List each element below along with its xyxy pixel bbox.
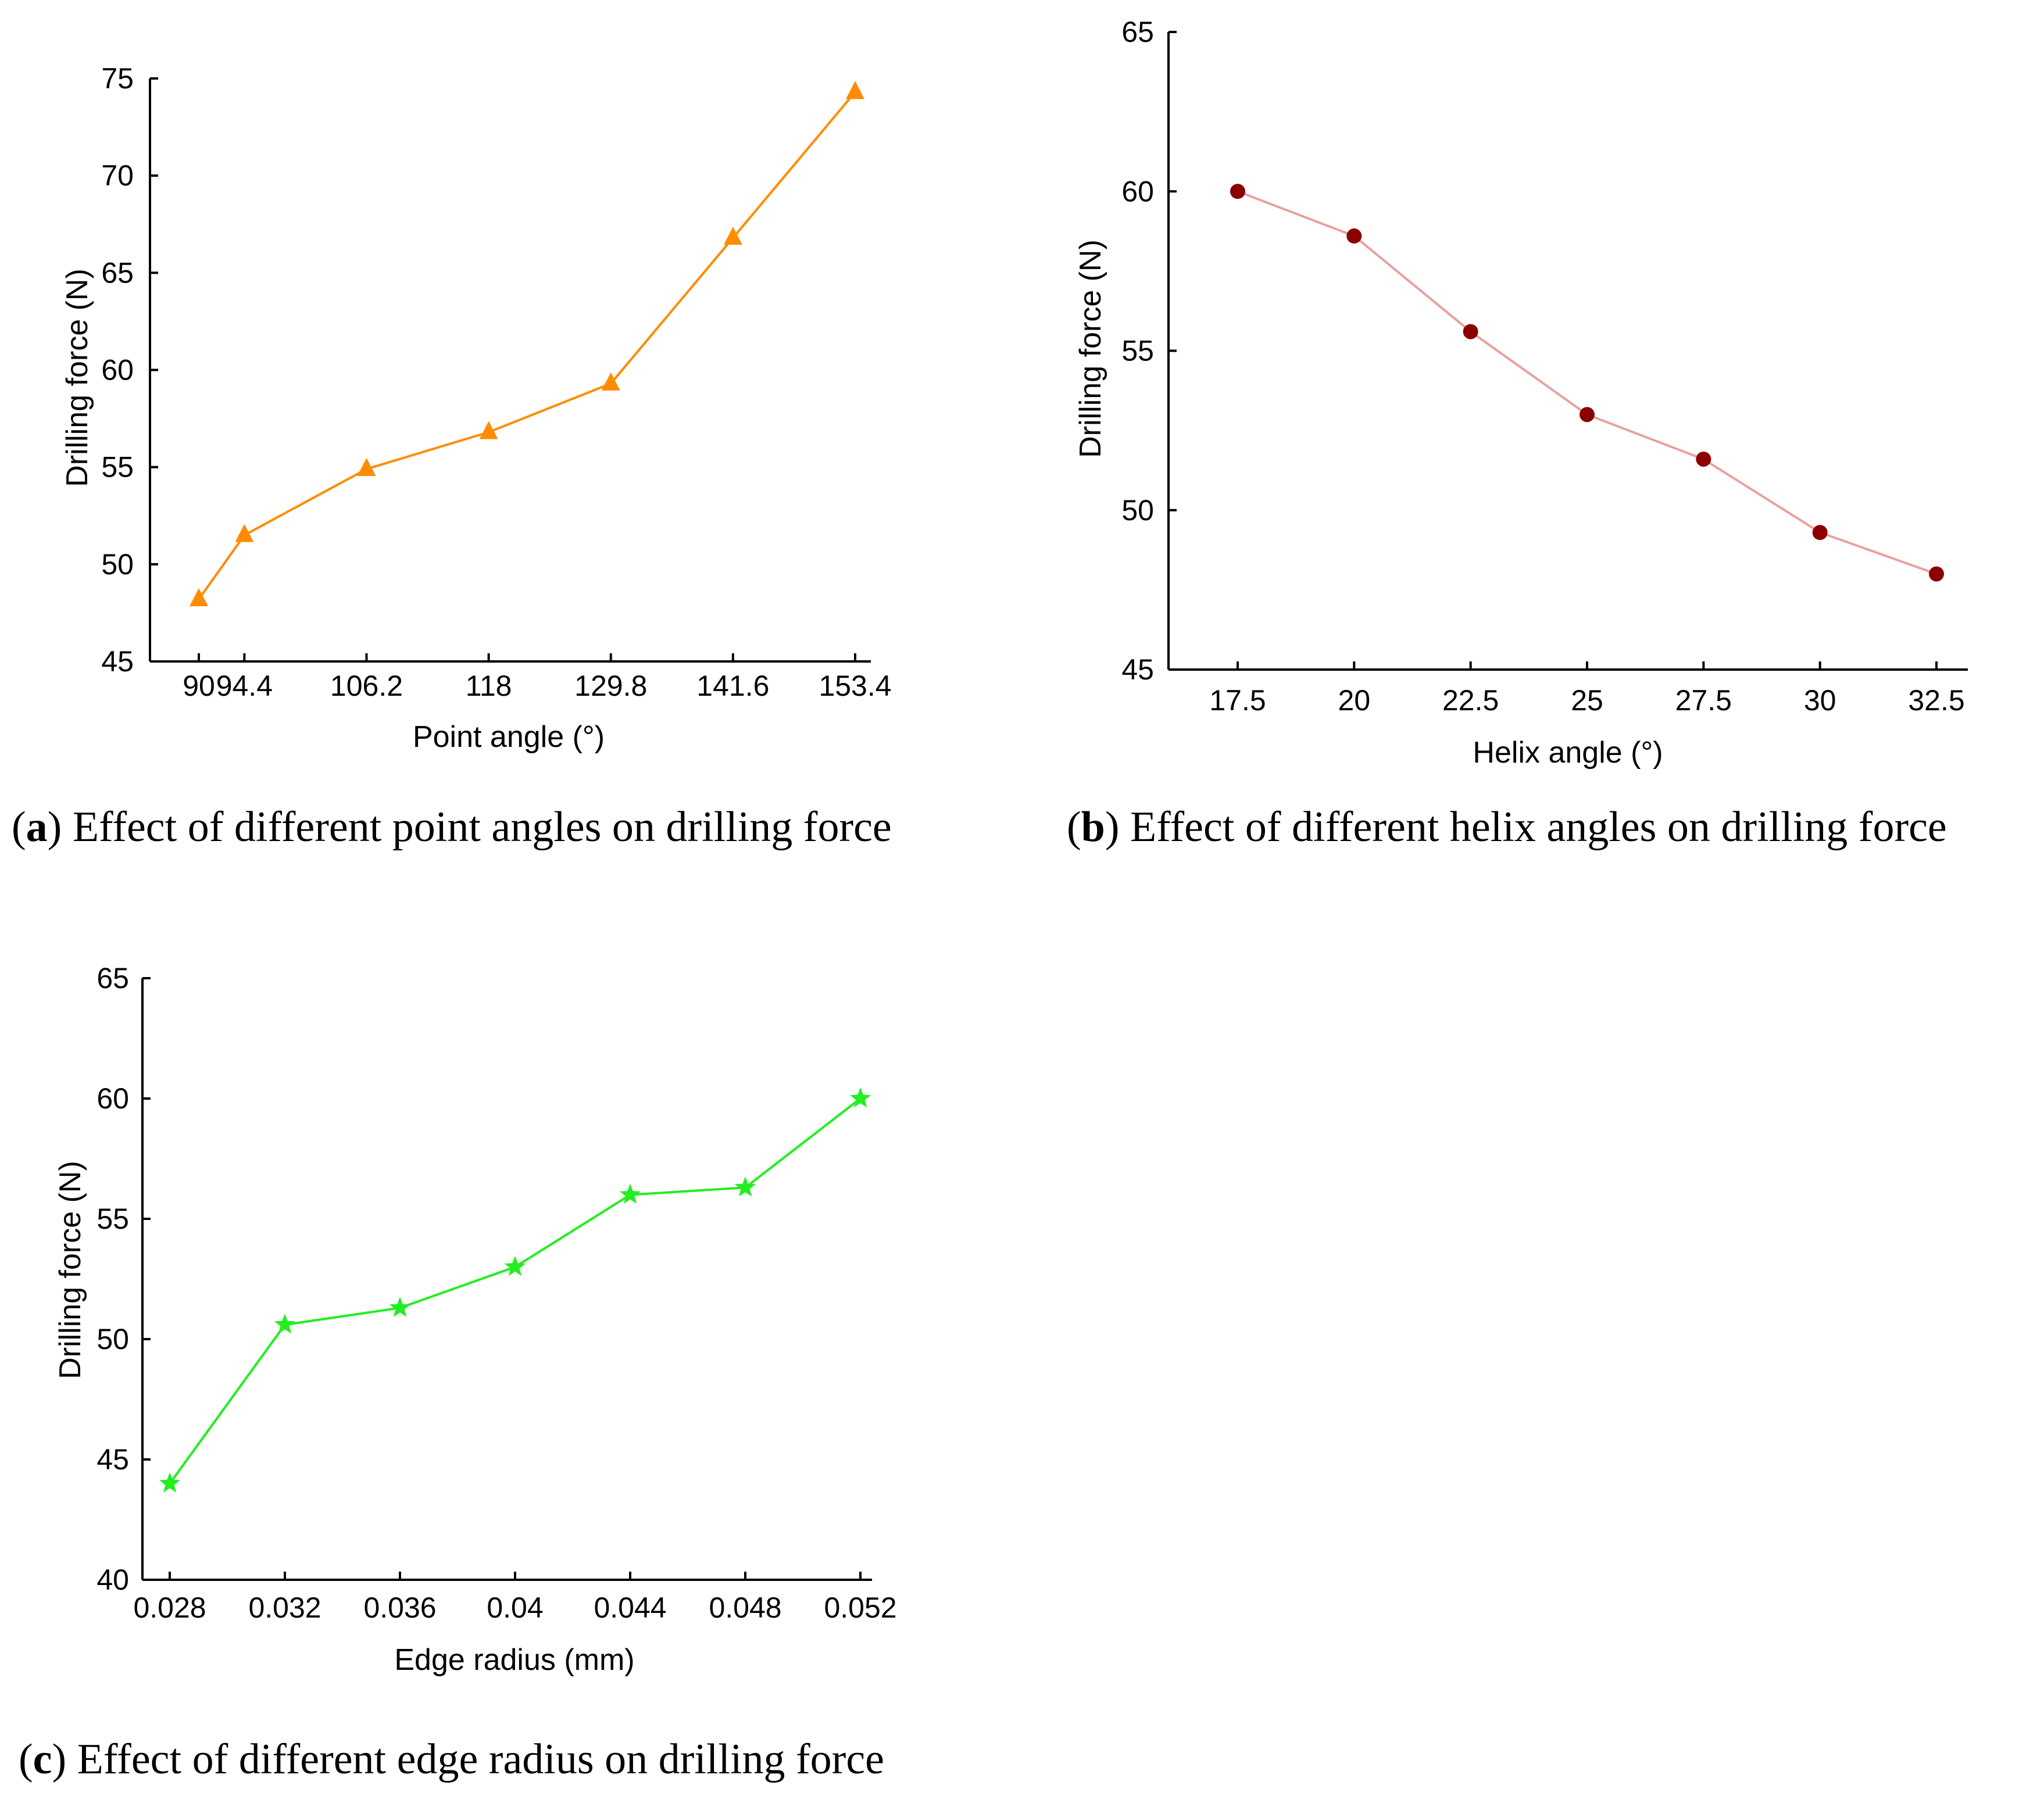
y-tick-label: 55	[101, 451, 134, 484]
y-tick-label: 65	[97, 962, 129, 994]
y-tick-label: 75	[101, 62, 134, 95]
chart-edge-radius: Edge radius (mm) Drilling force (N) (c) …	[19, 962, 897, 1783]
y-tick-label: 50	[1121, 494, 1154, 527]
y-tick-label: 45	[101, 645, 134, 678]
x-tick-label: 0.052	[824, 1591, 896, 1624]
data-point	[846, 81, 864, 99]
x-tick-label: 90	[183, 670, 215, 702]
data-point	[1813, 525, 1828, 540]
y-tick-label: 70	[101, 159, 134, 192]
y-tick-label: 50	[101, 548, 134, 581]
caption-letter-b: b	[1081, 803, 1105, 851]
x-tick-label: 94.4	[216, 670, 273, 702]
x-tick-label: 0.044	[594, 1591, 666, 1624]
caption-text-c: Effect of different edge radius on drill…	[66, 1736, 884, 1783]
data-point	[1696, 452, 1711, 467]
data-point	[389, 1297, 410, 1316]
y-tick-label: 40	[97, 1564, 129, 1596]
y-tick-label: 55	[97, 1203, 129, 1235]
caption-text-b: Effect of different helix angles on dril…	[1119, 803, 1946, 851]
data-point	[1463, 324, 1478, 339]
x-axis-label: Edge radius (mm)	[394, 1643, 634, 1677]
x-tick-label: 32.5	[1908, 684, 1964, 717]
series-line	[1238, 191, 1936, 574]
x-tick-label: 106.2	[330, 670, 403, 702]
y-tick-label: 50	[97, 1323, 129, 1355]
x-tick-label: 0.04	[487, 1591, 543, 1624]
x-tick-label: 129.8	[574, 670, 647, 702]
x-tick-label: 0.028	[133, 1591, 206, 1624]
data-point	[235, 524, 253, 542]
y-tick-label: 60	[97, 1082, 129, 1115]
x-axis-label: Helix angle (°)	[1473, 736, 1663, 770]
data-point	[735, 1176, 756, 1196]
x-tick-label: 153.4	[819, 670, 891, 702]
y-tick-label: 65	[101, 256, 134, 289]
y-tick-label: 60	[101, 354, 134, 387]
y-tick-label: 45	[97, 1443, 129, 1476]
series-line	[170, 1099, 860, 1483]
y-tick-label: 60	[1121, 175, 1154, 207]
x-tick-label: 0.032	[248, 1591, 321, 1624]
y-axis-label: Drilling force (N)	[60, 269, 94, 487]
figure: Point angle (°) Drilling force (N) (a) E…	[0, 0, 2044, 1796]
x-tick-label: 30	[1804, 684, 1836, 717]
data-point	[1580, 407, 1595, 422]
x-tick-label: 25	[1571, 684, 1603, 717]
x-tick-label: 22.5	[1442, 684, 1499, 717]
x-tick-label: 17.5	[1209, 684, 1266, 717]
x-tick-label: 118	[466, 670, 512, 702]
caption-a: (a) Effect of different point angles on …	[12, 803, 892, 851]
y-tick-label: 45	[1121, 653, 1154, 686]
caption-letter-a: a	[26, 803, 48, 851]
x-tick-label: 27.5	[1675, 684, 1732, 717]
caption-text-a: Effect of different point angles on dril…	[62, 803, 891, 851]
y-tick-label: 65	[1121, 16, 1154, 48]
x-tick-label: 141.6	[696, 670, 769, 702]
x-tick-label: 20	[1338, 684, 1371, 717]
data-point	[1230, 184, 1245, 199]
y-axis-label: Drilling force (N)	[53, 1161, 87, 1379]
series-line	[199, 92, 855, 599]
x-axis-label: Point angle (°)	[413, 720, 605, 754]
x-tick-label: 0.048	[709, 1591, 781, 1624]
caption-letter-c: c	[33, 1736, 52, 1783]
data-point	[1346, 228, 1362, 244]
chart-point-angle: Point angle (°) Drilling force (N) (a) E…	[12, 62, 892, 851]
y-axis-label: Drilling force (N)	[1074, 239, 1107, 458]
caption-b: (b) Effect of different helix angles on …	[1067, 803, 1947, 851]
data-point	[505, 1256, 526, 1276]
data-point	[274, 1314, 295, 1333]
caption-c: (c) Effect of different edge radius on d…	[19, 1736, 884, 1783]
x-tick-label: 0.036	[363, 1591, 436, 1624]
data-point	[159, 1472, 180, 1492]
chart-helix-angle: Helix angle (°) Drilling force (N) (b) E…	[1067, 16, 1968, 851]
y-tick-label: 55	[1121, 335, 1154, 367]
data-point	[1929, 566, 1944, 581]
